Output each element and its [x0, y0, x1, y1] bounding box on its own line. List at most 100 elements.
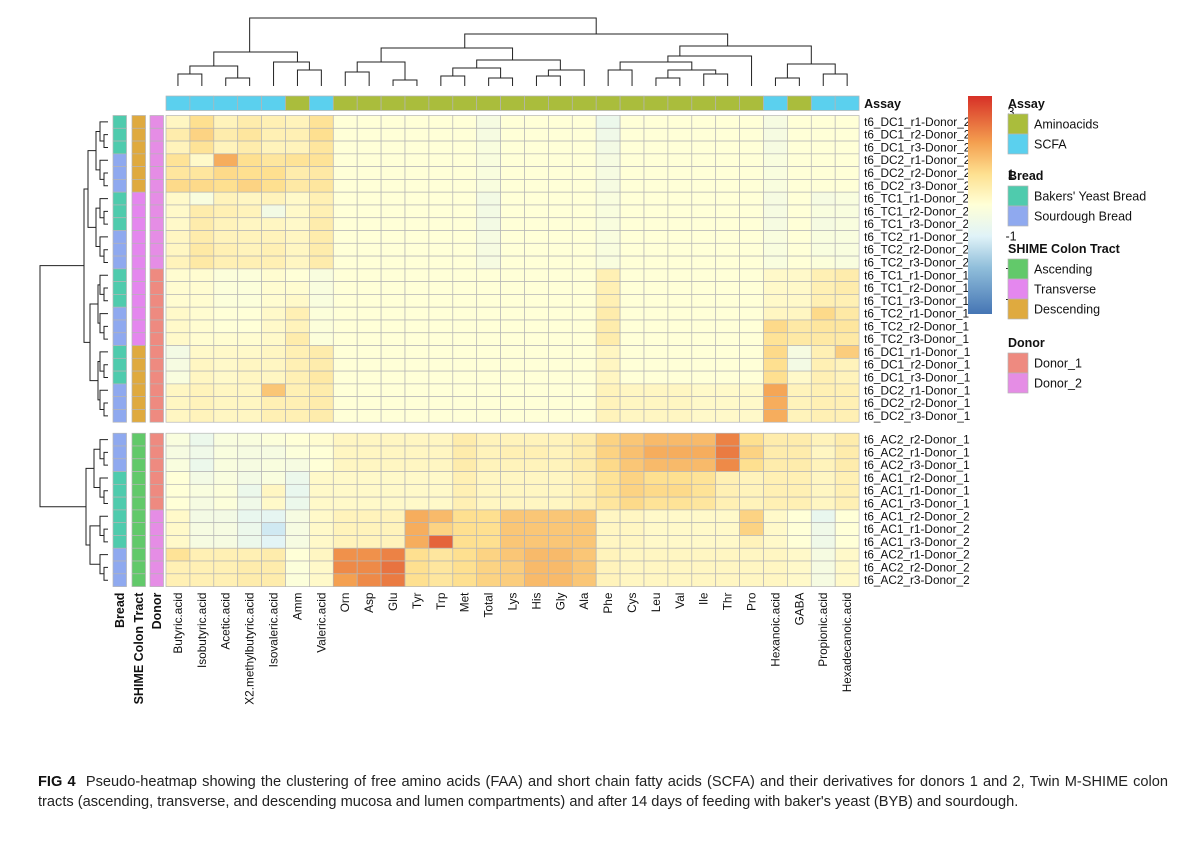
heatmap-cell: [428, 535, 454, 549]
heatmap-cell: [834, 332, 860, 346]
heatmap-cell: [237, 445, 262, 460]
column-label: His: [529, 592, 543, 609]
donor-cell: [149, 230, 164, 244]
heatmap-cell: [309, 471, 334, 485]
heatmap-cell: [715, 204, 740, 219]
heatmap-cell: [332, 281, 358, 295]
heatmap-cell: [691, 294, 717, 308]
heatmap-cell: [691, 153, 717, 167]
heatmap-cell: [619, 281, 645, 295]
heatmap-cell: [332, 522, 358, 536]
tract-cell: [131, 127, 146, 142]
heatmap-cell: [548, 127, 573, 142]
dendrogram-branch: [774, 77, 800, 86]
heatmap-cell: [691, 458, 717, 472]
dendrogram-branch: [296, 69, 322, 86]
heatmap-cell: [380, 115, 406, 129]
tract-cell: [131, 319, 146, 334]
heatmap-cell: [189, 409, 215, 423]
heatmap-cell: [309, 153, 334, 167]
bread-cell: [112, 547, 127, 562]
tract-cell: [131, 573, 146, 587]
heatmap-cell: [380, 153, 406, 167]
row-labels: t6_DC1_r1-Donor_2t6_DC1_r2-Donor_2t6_DC1…: [864, 115, 970, 587]
heatmap-cell: [595, 332, 621, 346]
heatmap-cell: [739, 509, 764, 524]
heatmap-cell: [237, 319, 262, 334]
heatmap-cell: [237, 496, 262, 511]
heatmap-cell: [428, 268, 454, 282]
heatmap-cell: [667, 458, 693, 472]
heatmap-cell: [261, 332, 286, 346]
heatmap-cell: [285, 153, 310, 167]
heatmap-cell: [500, 127, 525, 142]
heatmap-cell: [500, 458, 525, 472]
heatmap-cell: [667, 166, 693, 180]
tract-cell: [131, 294, 146, 308]
heatmap-cell: [834, 153, 860, 167]
heatmap-cell: [763, 140, 788, 155]
heatmap-cell: [309, 432, 334, 447]
dendrogram-branch: [488, 77, 514, 86]
heatmap-cell: [500, 383, 525, 398]
heatmap-cell: [787, 281, 812, 295]
heatmap-cell: [787, 483, 812, 498]
heatmap-cell: [763, 242, 788, 257]
heatmap-cell: [165, 357, 191, 372]
heatmap-cell: [500, 255, 525, 270]
column-label: Isovaleric.acid: [267, 593, 281, 668]
heatmap-cell: [237, 483, 262, 498]
heatmap-cell: [404, 522, 430, 536]
column-label: Isobutyric.acid: [195, 593, 209, 668]
heatmap-cell: [500, 432, 525, 447]
heatmap-cell: [524, 166, 549, 180]
heatmap-cell: [787, 357, 812, 372]
column-label: Gly: [553, 592, 567, 610]
heatmap-cell: [476, 204, 501, 219]
heatmap-cell: [476, 294, 501, 308]
bread-cell: [112, 217, 127, 231]
heatmap-cell: [309, 140, 334, 155]
heatmap-cell: [715, 242, 740, 257]
heatmap-cell: [810, 432, 836, 447]
heatmap-cell: [261, 268, 286, 282]
bread-cell: [112, 179, 127, 193]
heatmap-cell: [548, 357, 573, 372]
donor-cell: [149, 445, 164, 460]
heatmap-cell: [428, 230, 454, 244]
tract-cell: [131, 396, 146, 410]
dendrogram-branch: [189, 65, 239, 78]
heatmap-cell: [834, 217, 860, 231]
heatmap-cell: [309, 204, 334, 219]
heatmap-cell: [787, 370, 812, 385]
heatmap-cell: [595, 294, 621, 308]
heatmap-cell: [834, 294, 860, 308]
heatmap-cell: [691, 204, 717, 219]
heatmap-cell: [356, 242, 382, 257]
heatmap-cell: [619, 204, 645, 219]
heatmap-cell: [548, 166, 573, 180]
heatmap-cell: [787, 547, 812, 562]
heatmap-cell: [763, 255, 788, 270]
heatmap-cell: [691, 115, 717, 129]
heatmap-cell: [285, 483, 310, 498]
heatmap-cell: [261, 573, 286, 587]
heatmap-cell: [619, 294, 645, 308]
legend-swatch: [1007, 113, 1029, 135]
heatmap-cell: [356, 166, 382, 180]
legend-swatch: [1007, 372, 1029, 394]
heatmap-cell: [261, 319, 286, 334]
dendrogram-branch: [39, 265, 86, 508]
heatmap-cell: [810, 458, 836, 472]
heatmap-cell: [189, 166, 215, 180]
heatmap-cell: [810, 445, 836, 460]
row-label: t6_TC1_r2-Donor_2: [864, 204, 969, 218]
heatmap-cell: [285, 432, 310, 447]
heatmap-cell: [261, 153, 286, 167]
heatmap-cell: [691, 547, 717, 562]
tract-annotation-label: SHIME Colon Tract: [132, 592, 146, 705]
heatmap-cell: [189, 230, 215, 244]
tract-cell: [131, 370, 146, 385]
heatmap-cell: [571, 268, 597, 282]
heatmap-cells: [165, 115, 860, 587]
